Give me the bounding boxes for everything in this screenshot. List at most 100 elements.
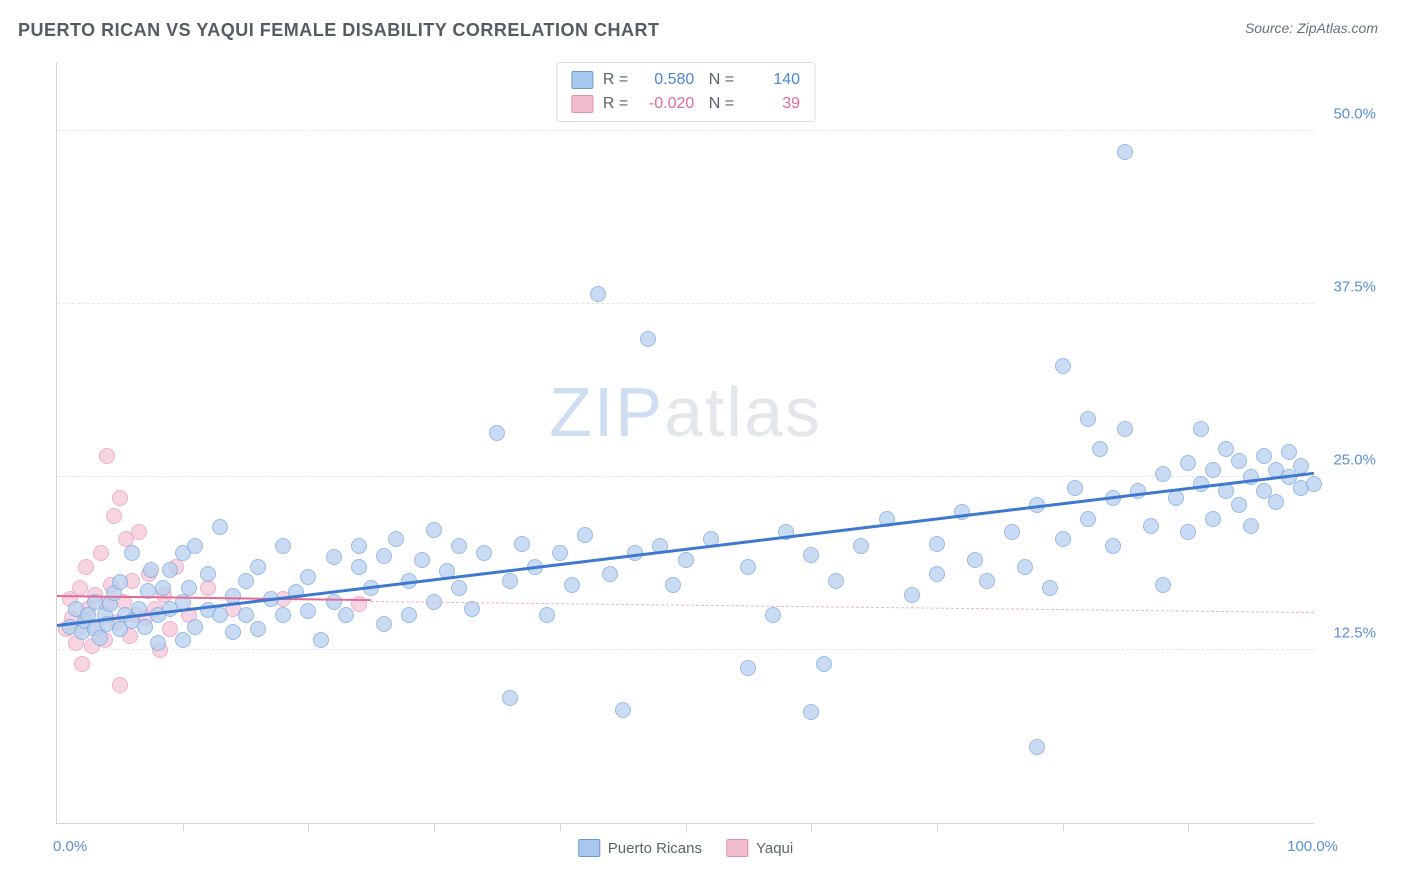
point-puerto-rican bbox=[338, 607, 354, 623]
point-puerto-rican bbox=[967, 552, 983, 568]
swatch-b bbox=[571, 95, 593, 113]
r-value-b: -0.020 bbox=[638, 92, 694, 116]
point-puerto-rican bbox=[250, 559, 266, 575]
point-puerto-rican bbox=[1042, 580, 1058, 596]
y-grid-label: 12.5% bbox=[1333, 625, 1376, 642]
point-puerto-rican bbox=[476, 545, 492, 561]
point-puerto-rican bbox=[489, 425, 505, 441]
point-puerto-rican bbox=[602, 566, 618, 582]
point-puerto-rican bbox=[502, 690, 518, 706]
point-yaqui bbox=[112, 677, 128, 693]
point-puerto-rican bbox=[326, 594, 342, 610]
point-puerto-rican bbox=[238, 607, 254, 623]
point-puerto-rican bbox=[200, 566, 216, 582]
point-puerto-rican bbox=[451, 538, 467, 554]
point-puerto-rican bbox=[187, 538, 203, 554]
point-puerto-rican bbox=[326, 549, 342, 565]
watermark-right: atlas bbox=[664, 373, 822, 451]
point-puerto-rican bbox=[1243, 518, 1259, 534]
point-puerto-rican bbox=[376, 616, 392, 632]
point-puerto-rican bbox=[1055, 358, 1071, 374]
point-puerto-rican bbox=[250, 621, 266, 637]
point-puerto-rican bbox=[1143, 518, 1159, 534]
point-puerto-rican bbox=[929, 536, 945, 552]
n-value-a: 140 bbox=[744, 68, 800, 92]
point-puerto-rican bbox=[313, 632, 329, 648]
point-puerto-rican bbox=[803, 547, 819, 563]
point-puerto-rican bbox=[300, 603, 316, 619]
legend-label-a: Puerto Ricans bbox=[608, 840, 702, 857]
point-puerto-rican bbox=[414, 552, 430, 568]
point-puerto-rican bbox=[803, 704, 819, 720]
point-puerto-rican bbox=[1029, 739, 1045, 755]
point-puerto-rican bbox=[1180, 455, 1196, 471]
point-puerto-rican bbox=[1180, 524, 1196, 540]
point-puerto-rican bbox=[1117, 421, 1133, 437]
point-puerto-rican bbox=[1205, 462, 1221, 478]
point-puerto-rican bbox=[502, 573, 518, 589]
point-puerto-rican bbox=[1281, 444, 1297, 460]
point-puerto-rican bbox=[1256, 448, 1272, 464]
stats-row-a: R = 0.580 N = 140 bbox=[571, 68, 800, 92]
y-grid-label: 37.5% bbox=[1333, 279, 1376, 296]
point-puerto-rican bbox=[740, 660, 756, 676]
point-puerto-rican bbox=[1193, 421, 1209, 437]
watermark-left: ZIP bbox=[549, 373, 664, 451]
point-yaqui bbox=[99, 448, 115, 464]
x-label-left: 0.0% bbox=[53, 838, 87, 855]
point-puerto-rican bbox=[351, 538, 367, 554]
point-puerto-rican bbox=[1268, 494, 1284, 510]
trend-line bbox=[371, 601, 1314, 613]
legend-item-a: Puerto Ricans bbox=[578, 839, 702, 857]
point-puerto-rican bbox=[828, 573, 844, 589]
point-puerto-rican bbox=[1205, 511, 1221, 527]
trend-line bbox=[57, 471, 1314, 626]
point-puerto-rican bbox=[187, 619, 203, 635]
point-puerto-rican bbox=[388, 531, 404, 547]
point-puerto-rican bbox=[225, 624, 241, 640]
point-puerto-rican bbox=[665, 577, 681, 593]
point-puerto-rican bbox=[615, 702, 631, 718]
point-puerto-rican bbox=[590, 286, 606, 302]
point-yaqui bbox=[112, 490, 128, 506]
y-grid-label: 50.0% bbox=[1333, 106, 1376, 123]
point-yaqui bbox=[78, 559, 94, 575]
point-puerto-rican bbox=[124, 545, 140, 561]
point-yaqui bbox=[131, 524, 147, 540]
point-puerto-rican bbox=[853, 538, 869, 554]
swatch-a bbox=[571, 71, 593, 89]
point-puerto-rican bbox=[1067, 480, 1083, 496]
point-puerto-rican bbox=[1004, 524, 1020, 540]
point-puerto-rican bbox=[275, 538, 291, 554]
legend-swatch-a bbox=[578, 839, 600, 857]
point-puerto-rican bbox=[577, 527, 593, 543]
point-puerto-rican bbox=[426, 522, 442, 538]
point-puerto-rican bbox=[143, 562, 159, 578]
point-puerto-rican bbox=[1055, 531, 1071, 547]
point-puerto-rican bbox=[1080, 411, 1096, 427]
point-puerto-rican bbox=[238, 573, 254, 589]
point-puerto-rican bbox=[162, 562, 178, 578]
point-puerto-rican bbox=[181, 580, 197, 596]
n-value-b: 39 bbox=[744, 92, 800, 116]
point-puerto-rican bbox=[564, 577, 580, 593]
point-puerto-rican bbox=[376, 548, 392, 564]
point-puerto-rican bbox=[1155, 577, 1171, 593]
point-puerto-rican bbox=[1231, 497, 1247, 513]
plot-area: ZIPatlas R = 0.580 N = 140 R = -0.020 N … bbox=[56, 62, 1314, 824]
point-puerto-rican bbox=[1117, 144, 1133, 160]
point-puerto-rican bbox=[150, 635, 166, 651]
point-puerto-rican bbox=[112, 574, 128, 590]
point-puerto-rican bbox=[1155, 466, 1171, 482]
point-puerto-rican bbox=[1017, 559, 1033, 575]
bottom-legend: Puerto Ricans Yaqui bbox=[578, 839, 793, 857]
point-puerto-rican bbox=[678, 552, 694, 568]
point-puerto-rican bbox=[300, 569, 316, 585]
point-yaqui bbox=[74, 656, 90, 672]
point-puerto-rican bbox=[451, 580, 467, 596]
x-label-right: 100.0% bbox=[1287, 838, 1338, 855]
point-puerto-rican bbox=[816, 656, 832, 672]
point-puerto-rican bbox=[1080, 511, 1096, 527]
point-puerto-rican bbox=[401, 607, 417, 623]
point-puerto-rican bbox=[1231, 453, 1247, 469]
